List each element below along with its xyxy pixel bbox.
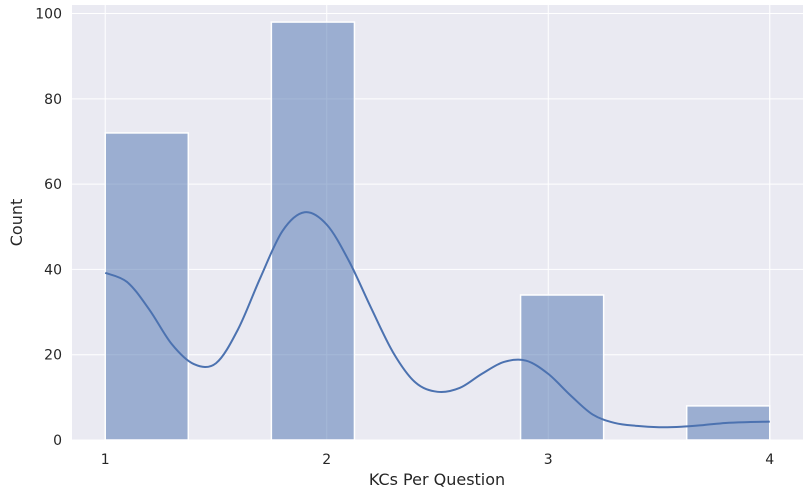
- plot-background: [72, 5, 803, 440]
- y-axis-label: Count: [7, 199, 26, 247]
- histogram-bar: [104, 132, 190, 441]
- x-tick-label: 4: [765, 452, 774, 468]
- x-tick-label: 3: [544, 452, 553, 468]
- x-tick-label: 2: [322, 452, 331, 468]
- y-tick-label: 100: [35, 7, 62, 23]
- y-tick-label: 40: [44, 262, 62, 278]
- histogram-bars: [104, 21, 771, 441]
- kde-curve: [104, 211, 770, 429]
- y-tick-label: 80: [44, 92, 62, 108]
- tick-labels: 0 20 40 60 80 100 1 2 3 4: [35, 7, 774, 468]
- x-axis-label: KCs Per Question: [369, 470, 505, 489]
- y-tick-label: 0: [53, 433, 62, 449]
- x-tick-label: 1: [101, 452, 110, 468]
- y-tick-label: 20: [44, 348, 62, 364]
- y-tick-label: 60: [44, 177, 62, 193]
- histogram-bar: [519, 294, 605, 441]
- histogram-bar: [270, 21, 356, 441]
